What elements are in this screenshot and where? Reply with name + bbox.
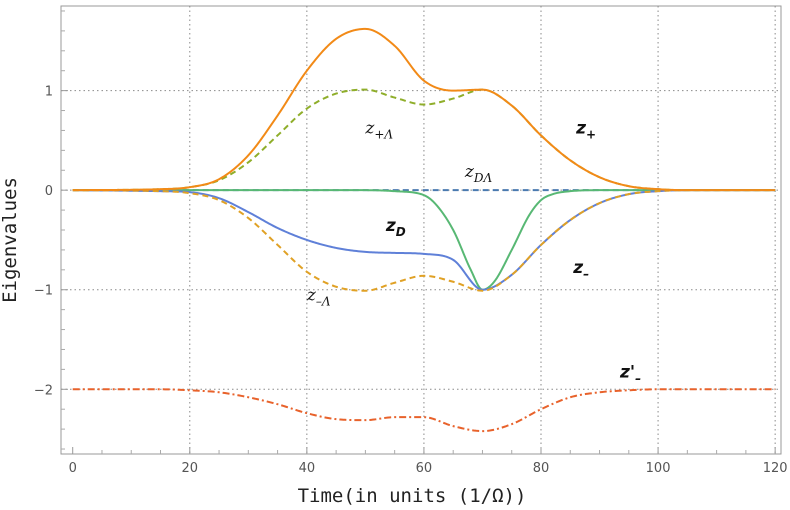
annotation-subscript: – [635,371,641,385]
series-line-z-plus [72,27,776,192]
annotation-main: z [464,162,475,182]
annotation-ann-zp: z+ [575,118,596,141]
y-tick-label: −1 [34,284,53,299]
x-tick-label: 40 [299,461,316,476]
x-tick-label: 0 [69,461,77,476]
y-tick-label: −2 [34,383,53,398]
annotation-subscript: DΛ [473,171,493,185]
annotation-main: z [385,216,396,236]
annotation-ann-zpl: z+Λ [364,118,393,141]
annotation-subscript: – [583,267,589,281]
x-tick-label: 60 [416,461,433,476]
annotation-subscript: D [396,225,406,239]
x-tick-label: 80 [533,461,550,476]
annotation-main: z [364,118,375,138]
plot-frame [60,5,782,455]
annotation-main: z' [619,362,635,382]
y-axis-title: Eigenvalues [0,177,21,303]
x-tick-label: 100 [646,461,671,476]
annotation-ann-zd: zD [385,216,406,239]
x-tick-label: 20 [182,461,199,476]
y-tick-label: 1 [45,85,53,100]
series-lines [72,27,776,433]
series-line-z-minus-lambda [72,189,776,292]
annotation-ann-zml: z–Λ [306,286,331,309]
x-axis-title: Time(in units (1/Ω)) [298,485,527,507]
axis-ticks: 0 20 40 60 80 100 120 −2 −1 0 1 [34,10,788,476]
x-tick-label: 120 [763,461,788,476]
annotation-main: z [572,258,583,278]
annotation-ann-zpm: z'– [619,362,641,385]
y-tick-label: 0 [45,184,53,199]
annotation-main: z [575,118,586,138]
annotation-ann-zm: z– [572,258,589,281]
annotation-ann-zdl: zDΛ [464,162,493,185]
annotation-subscript: –Λ [316,295,331,309]
annotation-subscript: +Λ [374,127,393,141]
annotation-main: z [306,286,317,306]
annotation-subscript: + [586,127,596,141]
